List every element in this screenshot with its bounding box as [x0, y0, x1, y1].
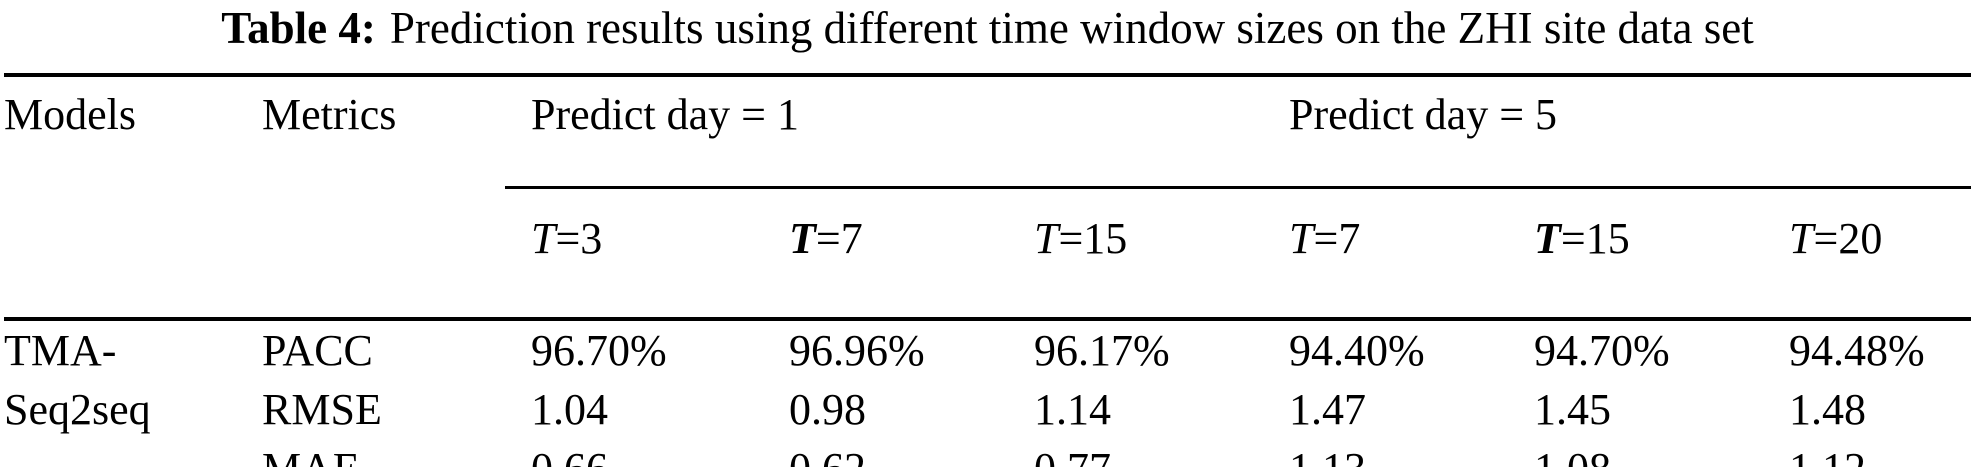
t-header-cell: T=20 [1763, 187, 1972, 321]
table-caption: Table 4: Prediction results using differe… [0, 2, 1975, 54]
metric-label: MAE [262, 439, 505, 467]
col-header-models: Models [4, 90, 136, 139]
data-row-mae: MAE 0.66 0.62 0.77 1.13 1.08 1.12 [4, 439, 1972, 467]
t-header-cell: T=7 [763, 187, 1008, 321]
t-header-cell: T=15 [1508, 187, 1764, 321]
header-row-t-values: T=3 T=7 T=15 T=7 T=15 T=20 [4, 187, 1972, 321]
t-value: =3 [555, 214, 603, 263]
table-caption-text: Prediction results using different time … [389, 3, 1754, 53]
table-caption-label: Table 4: [221, 3, 376, 53]
model-name: TMA- Seq2seq [4, 319, 262, 467]
t-symbol: T [531, 214, 556, 263]
header-row-groups: Models Metrics Predict day = 1 Predict d… [4, 75, 1972, 189]
value-cell: 1.08 [1508, 439, 1764, 467]
value-cell: 94.40% [1289, 326, 1425, 375]
value-cell: 1.14 [1034, 385, 1111, 434]
t-symbol: T [1034, 214, 1059, 263]
value-cell: 1.12 [1763, 439, 1972, 467]
value-cell: 1.48 [1789, 385, 1867, 434]
value-cell: 96.70% [531, 326, 667, 375]
data-row-pacc: TMA- Seq2seq PACC 96.70% 96.96% 96.17% 9… [4, 319, 1971, 467]
t-symbol-bold: T [789, 214, 816, 263]
model-name-line1: TMA- [4, 326, 117, 375]
t-symbol: T [1289, 214, 1314, 263]
value-cell: 0.66 [505, 439, 763, 467]
value-cell: 96.17% [1034, 326, 1170, 375]
t-value: =7 [1313, 214, 1361, 263]
value-cell: 96.96% [789, 326, 925, 375]
empty-cell [262, 187, 505, 321]
value-cell: 1.47 [1289, 385, 1367, 434]
value-cell: 94.70% [1534, 326, 1670, 375]
t-value: =20 [1813, 214, 1883, 263]
t-header-cell: T=7 [1263, 187, 1509, 321]
empty-cell [4, 187, 262, 321]
results-table: Models Metrics Predict day = 1 Predict d… [4, 73, 1972, 467]
t-header-cell: T=3 [505, 187, 763, 321]
group-header-predict-day-1: Predict day = 1 [505, 75, 1264, 189]
group-header-predict-day-5: Predict day = 5 [1263, 75, 1972, 189]
value-cell: 94.48% [1789, 326, 1925, 375]
t-value: =7 [815, 214, 863, 263]
metric-label: PACC [262, 326, 373, 375]
data-row-rmse: RMSE 1.04 0.98 1.14 1.47 1.45 1.48 [4, 380, 1971, 439]
value-cell: 0.62 [763, 439, 1008, 467]
t-value: =15 [1560, 214, 1630, 263]
value-cell: 0.98 [789, 385, 866, 434]
value-cell: 1.13 [1263, 439, 1509, 467]
t-header-cell: T=15 [1008, 187, 1264, 321]
t-value: =15 [1058, 214, 1128, 263]
value-cell: 1.45 [1534, 385, 1612, 434]
value-cell: 0.77 [1008, 439, 1264, 467]
col-header-metrics: Metrics [262, 90, 397, 139]
t-symbol: T [1789, 214, 1814, 263]
t-symbol-bold: T [1534, 214, 1561, 263]
model-name-line2: Seq2seq [4, 385, 151, 434]
metric-label: RMSE [262, 385, 382, 434]
value-cell: 1.04 [531, 385, 608, 434]
